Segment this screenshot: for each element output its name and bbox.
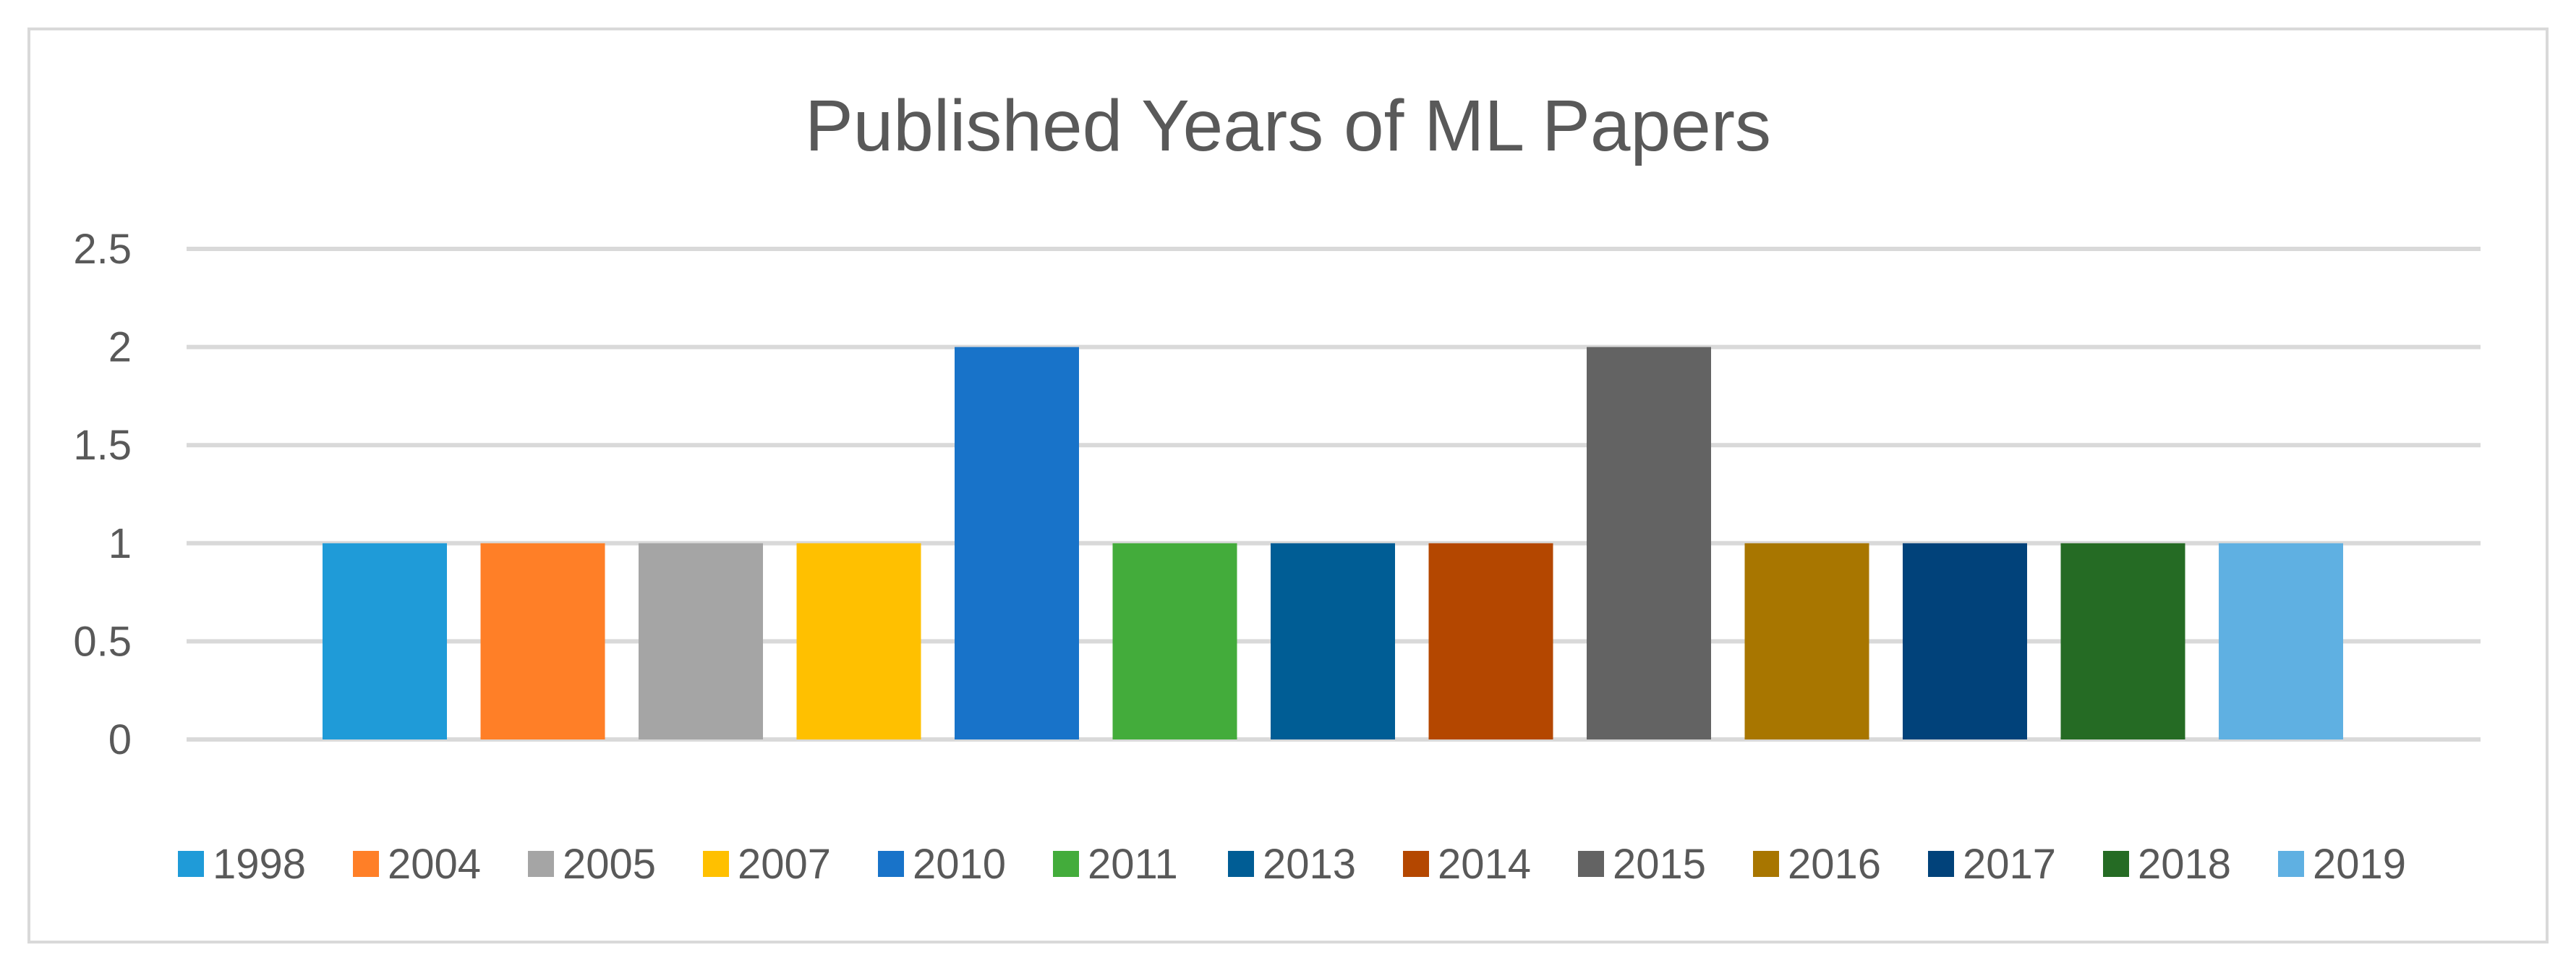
legend-item-2018: 2018 xyxy=(2103,841,2231,888)
legend-item-2015: 2015 xyxy=(1578,841,1706,888)
legend-label-2013: 2013 xyxy=(1263,841,1356,888)
legend-item-2017: 2017 xyxy=(1928,841,2056,888)
legend-swatch-1998 xyxy=(178,851,204,877)
legend-label-2010: 2010 xyxy=(913,841,1006,888)
legend-item-2005: 2005 xyxy=(528,841,656,888)
legend-swatch-2019 xyxy=(2278,851,2304,877)
legend-item-2010: 2010 xyxy=(878,841,1006,888)
legend-label-2005: 2005 xyxy=(563,841,656,888)
legend-item-2011: 2011 xyxy=(1053,841,1178,888)
legend-label-2007: 2007 xyxy=(738,841,831,888)
bar-2014 xyxy=(1428,543,1553,739)
legend-label-2004: 2004 xyxy=(388,841,481,888)
bars xyxy=(323,347,2343,740)
bar-2017 xyxy=(1903,543,2027,739)
legend-item-1998: 1998 xyxy=(178,841,306,888)
legend-item-2016: 2016 xyxy=(1753,841,1881,888)
legend-swatch-2014 xyxy=(1403,851,1429,877)
legend-item-2013: 2013 xyxy=(1228,841,1356,888)
legend-swatch-2005 xyxy=(528,851,554,877)
y-tick-label-4: 2 xyxy=(108,324,132,371)
y-axis-ticks: 0 0.5 1 1.5 2 2.5 xyxy=(73,226,132,763)
chart-title: Published Years of ML Papers xyxy=(805,85,1771,166)
y-tick-label-3: 1.5 xyxy=(73,422,132,469)
legend: 1998 2004 2005 2007 2010 2011 2013 2014 2015 2016… xyxy=(178,841,2406,888)
legend-swatch-2007 xyxy=(703,851,729,877)
legend-label-2014: 2014 xyxy=(1438,841,1531,888)
bar-2013 xyxy=(1271,543,1395,739)
legend-swatch-2011 xyxy=(1053,851,1079,877)
legend-label-2011: 2011 xyxy=(1088,841,1178,888)
bar-2016 xyxy=(1744,543,1869,739)
bar-2010 xyxy=(955,347,1079,740)
y-tick-label-2: 1 xyxy=(108,520,132,567)
y-tick-label-5: 2.5 xyxy=(73,226,132,273)
y-tick-label-1: 0.5 xyxy=(73,618,132,665)
legend-label-2019: 2019 xyxy=(2313,841,2406,888)
legend-label-1998: 1998 xyxy=(213,841,306,888)
legend-swatch-2010 xyxy=(878,851,904,877)
legend-swatch-2004 xyxy=(353,851,379,877)
bar-2005 xyxy=(639,543,763,739)
legend-swatch-2015 xyxy=(1578,851,1604,877)
legend-swatch-2013 xyxy=(1228,851,1254,877)
bar-2004 xyxy=(480,543,605,739)
bar-2018 xyxy=(2060,543,2185,739)
legend-swatch-2016 xyxy=(1753,851,1779,877)
legend-swatch-2017 xyxy=(1928,851,1954,877)
chart-frame xyxy=(27,27,2549,944)
bar-1998 xyxy=(323,543,447,739)
bar-2019 xyxy=(2219,543,2343,739)
legend-item-2004: 2004 xyxy=(353,841,481,888)
legend-item-2007: 2007 xyxy=(703,841,831,888)
legend-label-2018: 2018 xyxy=(2138,841,2231,888)
legend-swatch-2018 xyxy=(2103,851,2129,877)
legend-item-2019: 2019 xyxy=(2278,841,2406,888)
legend-label-2016: 2016 xyxy=(1788,841,1881,888)
y-tick-label-0: 0 xyxy=(108,716,132,763)
bar-2011 xyxy=(1112,543,1237,739)
legend-label-2017: 2017 xyxy=(1963,841,2056,888)
legend-label-2015: 2015 xyxy=(1613,841,1706,888)
bar-2007 xyxy=(796,543,921,739)
bar-2015 xyxy=(1587,347,1711,740)
legend-item-2014: 2014 xyxy=(1403,841,1531,888)
